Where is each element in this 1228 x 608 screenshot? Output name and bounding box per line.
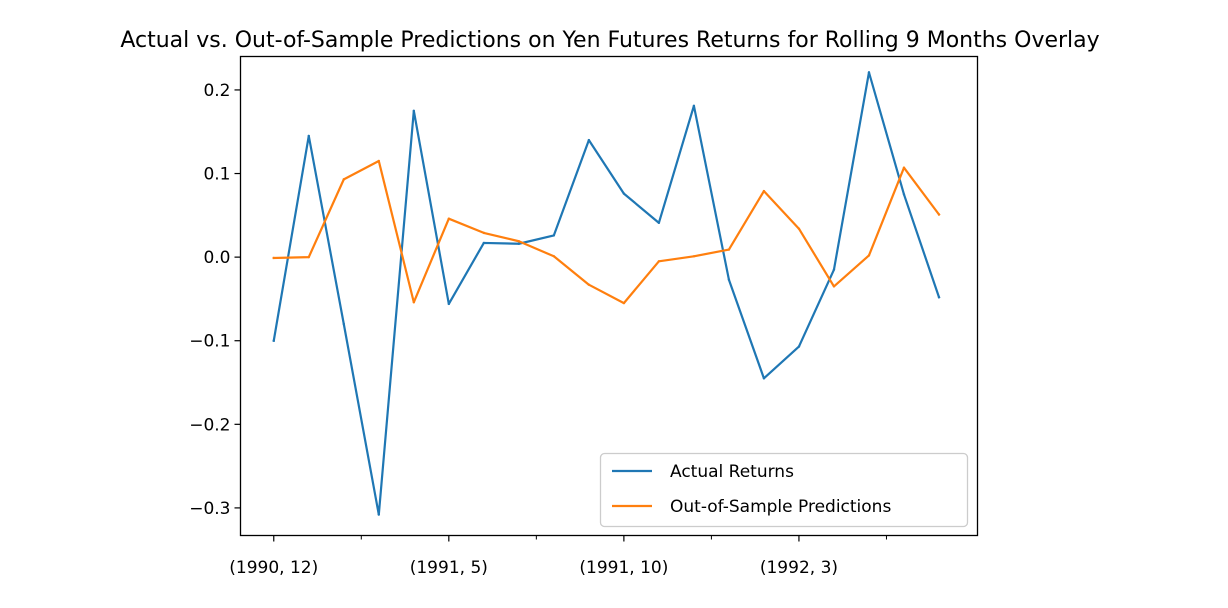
data-point-out-of-sample-predictions-14	[762, 189, 766, 193]
data-point-actual-returns-18	[902, 193, 906, 196]
data-point-actual-returns-9	[587, 138, 591, 142]
y-tick-label: 0.0	[203, 248, 230, 268]
data-point-actual-returns-15	[797, 345, 801, 348]
legend-label-out-of-sample-predictions: Out-of-Sample Predictions	[670, 497, 891, 517]
data-point-out-of-sample-predictions-16	[832, 285, 836, 288]
legend-label-actual-returns: Actual Returns	[670, 462, 794, 482]
y-axis: −0.3 −0.2 −0.1 0.0 0.1 0.2	[189, 81, 241, 519]
x-axis: (1990, 12) (1991, 5) (1991, 10) (1992, 3)	[229, 535, 887, 578]
data-point-out-of-sample-predictions-6	[482, 231, 486, 235]
data-point-actual-returns-16	[832, 268, 836, 271]
chart-title: Actual vs. Out-of-Sample Predictions on …	[120, 28, 1099, 53]
x-tick-label: (1991, 10)	[579, 558, 668, 578]
data-point-out-of-sample-predictions-3	[377, 159, 380, 163]
legend-box	[599, 452, 969, 528]
data-point-actual-returns-11	[657, 221, 661, 225]
x-tick-label: (1990, 12)	[229, 558, 318, 578]
data-point-out-of-sample-predictions-11	[657, 260, 661, 263]
data-point-out-of-sample-predictions-0	[272, 256, 275, 260]
data-point-out-of-sample-predictions-13	[727, 248, 731, 251]
data-point-actual-returns-12	[692, 104, 696, 108]
data-point-actual-returns-6	[482, 241, 486, 245]
data-point-out-of-sample-predictions-8	[552, 255, 556, 258]
data-point-out-of-sample-predictions-5	[447, 217, 451, 220]
y-tick-label: −0.1	[189, 332, 230, 352]
series-line-out-of-sample-predictions	[272, 159, 941, 305]
data-point-actual-returns-1	[307, 134, 310, 138]
data-point-actual-returns-5	[447, 302, 451, 306]
data-point-actual-returns-19	[937, 296, 941, 299]
data-point-out-of-sample-predictions-10	[622, 301, 626, 305]
data-point-actual-returns-3	[377, 513, 380, 516]
data-point-actual-returns-4	[412, 109, 416, 113]
data-point-out-of-sample-predictions-2	[342, 178, 345, 181]
data-point-actual-returns-7	[517, 242, 521, 245]
data-point-out-of-sample-predictions-4	[412, 301, 416, 304]
y-tick-label: −0.3	[189, 499, 230, 519]
data-point-actual-returns-2	[342, 322, 345, 326]
series-layer	[272, 71, 941, 516]
y-tick-label: 0.2	[203, 81, 230, 101]
data-point-out-of-sample-predictions-19	[937, 213, 941, 216]
data-point-actual-returns-10	[622, 192, 626, 195]
plot-area-frame	[239, 55, 979, 537]
data-point-out-of-sample-predictions-17	[867, 254, 871, 257]
y-tick-label: 0.1	[203, 165, 230, 185]
legend: Actual Returns Out-of-Sample Predictions	[599, 452, 969, 528]
x-tick-label: (1991, 5)	[410, 558, 488, 578]
y-tick-label: −0.2	[189, 415, 230, 435]
data-point-out-of-sample-predictions-12	[692, 255, 696, 258]
data-point-out-of-sample-predictions-18	[902, 166, 906, 169]
data-point-out-of-sample-predictions-1	[307, 255, 310, 259]
data-point-actual-returns-8	[552, 234, 556, 237]
data-point-actual-returns-13	[727, 278, 731, 281]
data-point-actual-returns-0	[272, 339, 275, 342]
data-point-actual-returns-14	[762, 377, 766, 380]
data-point-out-of-sample-predictions-7	[517, 240, 521, 243]
data-point-out-of-sample-predictions-9	[587, 283, 591, 286]
data-point-actual-returns-17	[867, 71, 871, 74]
series-line-actual-returns	[272, 71, 941, 516]
data-point-out-of-sample-predictions-15	[797, 227, 801, 230]
x-tick-label: (1992, 3)	[760, 558, 838, 578]
